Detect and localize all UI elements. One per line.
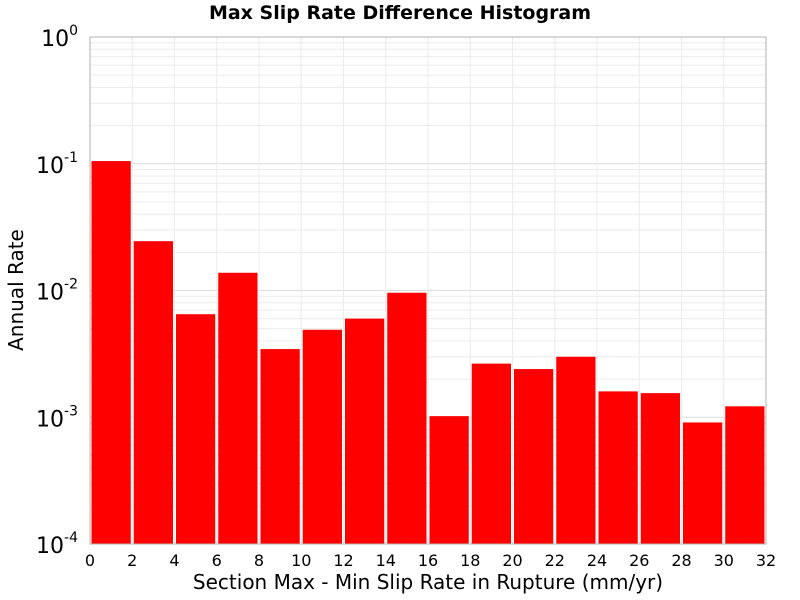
histogram-bar — [260, 349, 300, 544]
histogram-bar — [683, 422, 723, 544]
y-tick-base: 10 — [36, 281, 64, 306]
y-tick-base: 10 — [36, 407, 64, 432]
y-tick-exponent: -1 — [64, 150, 78, 166]
x-tick-label: 20 — [502, 551, 522, 570]
tick-labels: 0 2 4 6 8 10 12 14 16 18 20 22 24 26 28 30 3210-410-310-… — [36, 23, 776, 570]
y-tick-exponent: 0 — [69, 23, 78, 39]
histogram-bar — [176, 314, 216, 544]
histogram-bar — [429, 416, 469, 544]
y-tick-label: 10-1 — [36, 150, 78, 179]
x-tick-label: 8 — [254, 551, 264, 570]
y-tick-label: 10-3 — [36, 403, 78, 432]
x-tick-label: 28 — [671, 551, 691, 570]
histogram-bar — [514, 369, 554, 544]
x-tick-label: 2 — [127, 551, 137, 570]
histogram-bar — [218, 272, 258, 544]
x-tick-label: 18 — [460, 551, 480, 570]
y-tick-exponent: -3 — [64, 403, 78, 419]
histogram-bar — [345, 318, 385, 544]
histogram-bar — [387, 292, 427, 544]
y-tick-base: 10 — [36, 154, 64, 179]
histogram-bar — [133, 241, 173, 544]
x-tick-label: 22 — [545, 551, 565, 570]
x-tick-label: 0 — [85, 551, 95, 570]
histogram-bar — [471, 363, 511, 544]
x-tick-label: 12 — [333, 551, 353, 570]
x-tick-label: 32 — [756, 551, 776, 570]
x-tick-label: 10 — [291, 551, 311, 570]
y-tick-exponent: -4 — [64, 530, 78, 546]
y-tick-label: 10-2 — [36, 277, 78, 306]
histogram-bar — [598, 391, 638, 544]
chart-title: Max Slip Rate Difference Histogram — [208, 2, 592, 24]
histogram-bar — [640, 393, 680, 544]
y-tick-label: 100 — [41, 23, 78, 52]
x-axis-label: Section Max - Min Slip Rate in Rupture (… — [192, 570, 664, 594]
histogram-bar — [725, 406, 765, 544]
x-tick-label: 30 — [714, 551, 734, 570]
histogram-bar — [91, 161, 131, 544]
histogram-bar — [302, 329, 342, 544]
histogram-bar — [556, 356, 596, 544]
bars — [91, 161, 765, 544]
x-tick-label: 16 — [418, 551, 438, 570]
y-tick-label: 10-4 — [36, 530, 78, 559]
x-tick-label: 26 — [629, 551, 649, 570]
y-tick-base: 10 — [36, 534, 64, 559]
x-tick-label: 14 — [376, 551, 396, 570]
x-tick-label: 4 — [169, 551, 179, 570]
x-tick-label: 6 — [212, 551, 222, 570]
plot-frame — [89, 36, 767, 545]
y-tick-exponent: -2 — [64, 277, 78, 293]
x-tick-label: 24 — [587, 551, 607, 570]
y-tick-base: 10 — [41, 27, 69, 52]
